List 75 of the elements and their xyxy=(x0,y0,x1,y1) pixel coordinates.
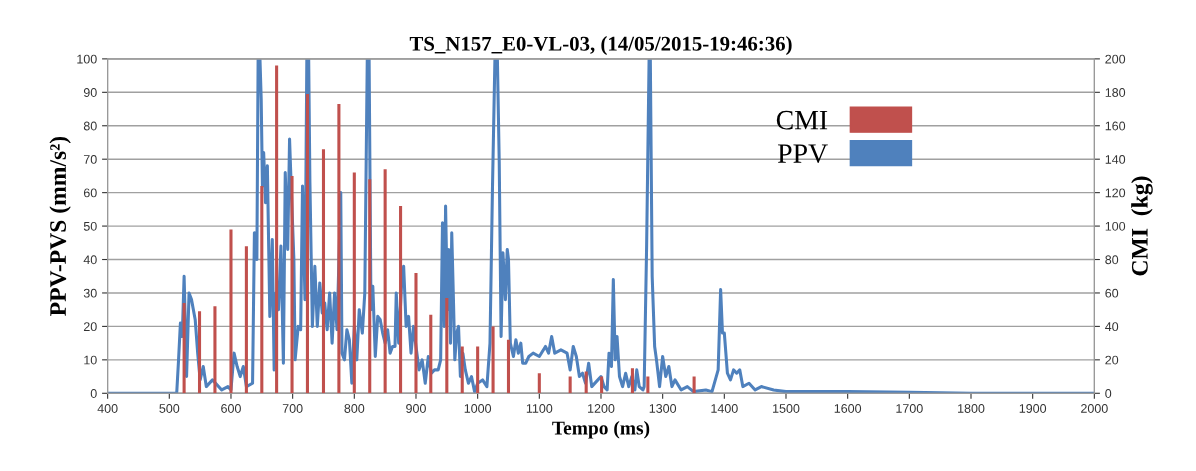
bar xyxy=(260,185,264,394)
legend-label: PPV xyxy=(777,144,828,164)
y2-axis-title: CMI (kg) xyxy=(1131,176,1153,276)
y-axis-title: PPV-PVS (mm/s²) xyxy=(49,136,71,316)
x-tick-label: 500 xyxy=(159,404,180,413)
bar xyxy=(460,346,464,394)
bar xyxy=(244,246,248,394)
y-tick-label: 70 xyxy=(83,155,97,164)
chart-title: TS_N157_E0-VL-03, (14/05/2015-19:46:36) xyxy=(409,36,792,55)
bar xyxy=(692,376,696,394)
y-tick-label: 80 xyxy=(83,121,97,131)
legend-label: CMI xyxy=(776,110,828,130)
bar xyxy=(182,302,186,394)
bar xyxy=(383,169,387,394)
bar xyxy=(537,373,541,394)
x-axis-title: Tempo (ms) xyxy=(552,420,650,439)
y2-tick-label: 120 xyxy=(1105,188,1126,198)
x-tick-label: 600 xyxy=(221,404,241,413)
bar xyxy=(429,314,433,394)
y-tick-label: 10 xyxy=(84,355,97,365)
bar xyxy=(491,326,495,394)
x-tick-label: 1100 xyxy=(526,404,553,413)
y-tick-label: 20 xyxy=(83,322,97,332)
bar xyxy=(568,376,572,394)
y2-tick-label: 0 xyxy=(1105,389,1112,398)
x-tick-label: 400 xyxy=(97,404,118,413)
bar xyxy=(337,104,341,394)
bar xyxy=(290,175,294,394)
y-tick-label: 30 xyxy=(83,288,97,298)
bar xyxy=(506,339,511,394)
bar xyxy=(646,376,650,394)
bar xyxy=(584,371,588,394)
x-tick-label: 1700 xyxy=(896,404,923,413)
bar xyxy=(445,297,449,394)
bar xyxy=(229,229,233,394)
y2-tick-label: 180 xyxy=(1105,88,1126,97)
line-series xyxy=(107,58,1095,394)
bar xyxy=(213,306,217,394)
bar xyxy=(197,311,202,394)
y2-tick-label: 20 xyxy=(1105,355,1119,365)
x-tick-label: 1200 xyxy=(588,404,615,413)
x-tick-label: 1900 xyxy=(1019,404,1047,413)
x-tick-label: 900 xyxy=(406,404,426,413)
x-tick-label: 2000 xyxy=(1081,404,1108,413)
bar xyxy=(305,93,309,394)
bar xyxy=(399,206,403,394)
y-tick-label: 50 xyxy=(83,221,97,231)
y2-tick-label: 60 xyxy=(1105,288,1119,298)
bar xyxy=(368,179,372,394)
y-tick-label: 0 xyxy=(90,389,97,398)
y2-tick-label: 140 xyxy=(1105,155,1126,164)
x-tick-label: 1400 xyxy=(711,404,738,413)
bar xyxy=(321,149,326,394)
y2-tick-label: 80 xyxy=(1105,255,1119,265)
y2-tick-label: 40 xyxy=(1105,322,1119,332)
bar xyxy=(630,368,634,394)
bar xyxy=(600,376,604,394)
y2-tick-label: 160 xyxy=(1105,121,1126,131)
y2-tick-label: 100 xyxy=(1105,221,1126,231)
y-tick-label: 90 xyxy=(83,88,97,97)
x-tick-label: 1300 xyxy=(649,404,677,413)
y-tick-label: 100 xyxy=(77,54,97,64)
x-tick-label: 1000 xyxy=(464,404,492,413)
x-tick-label: 700 xyxy=(282,404,303,413)
y-tick-label: 40 xyxy=(83,255,97,265)
bar xyxy=(414,272,418,394)
bar xyxy=(352,172,356,394)
x-tick-label: 800 xyxy=(344,404,365,413)
bar xyxy=(476,346,480,394)
x-tick-label: 1600 xyxy=(834,404,862,413)
x-tick-label: 1800 xyxy=(958,404,985,413)
y2-tick-label: 200 xyxy=(1105,54,1126,64)
y-tick-label: 60 xyxy=(83,188,97,198)
bar xyxy=(275,65,279,394)
x-tick-label: 1500 xyxy=(773,404,800,413)
